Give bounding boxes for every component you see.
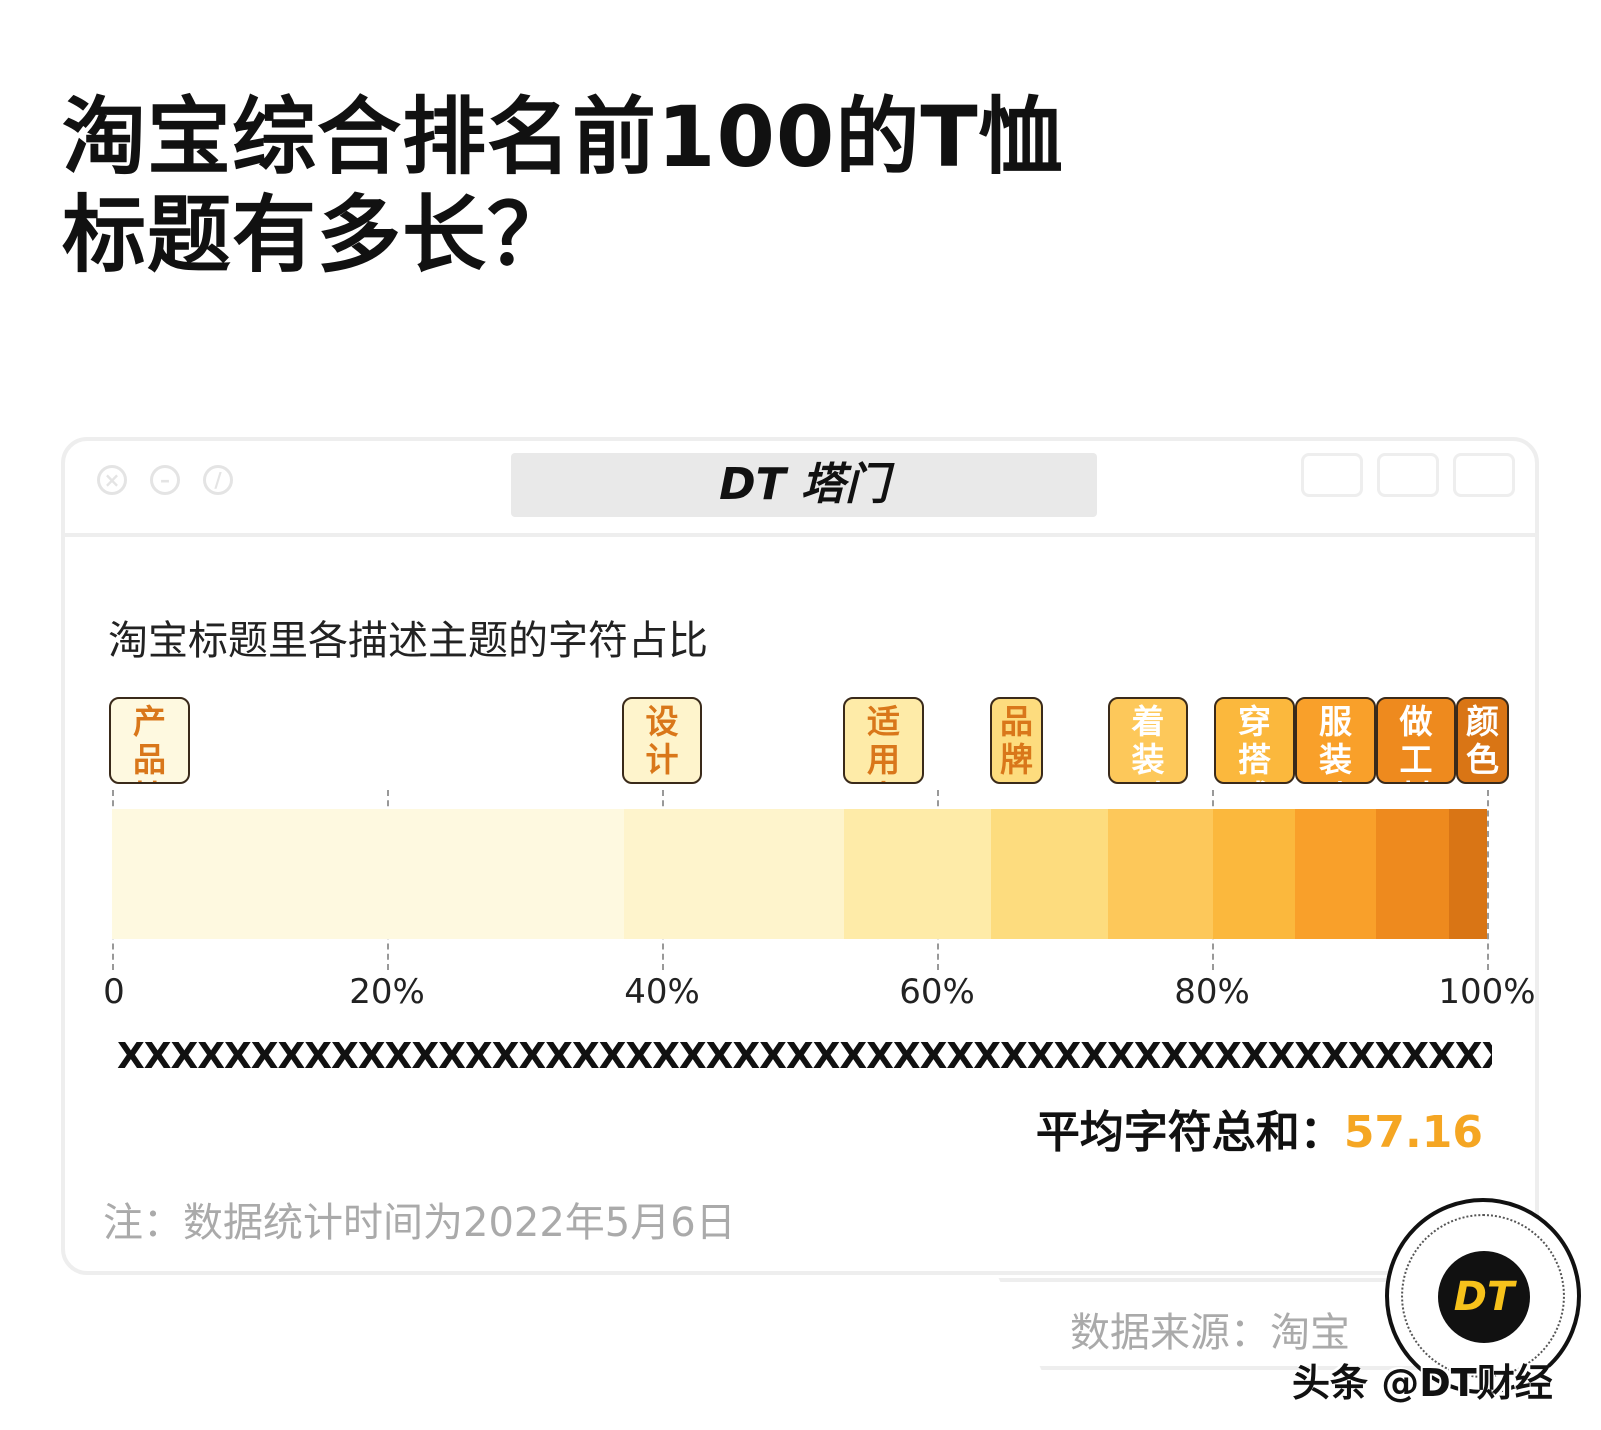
bar-segment-2 bbox=[623, 809, 844, 939]
x-placeholder-row: XXXXXXXXXXXXXXXXXXXXXXXXXXXXXXXXXXXXXXXX… bbox=[117, 1036, 1492, 1077]
average-value: 57.16 bbox=[1343, 1107, 1483, 1158]
chart-title: 淘宝标题里各描述主题的字符占比 bbox=[108, 618, 708, 664]
footnote: 注：数据统计时间为2022年5月6日 bbox=[103, 1200, 736, 1246]
window-title-brand: DT 塔门 bbox=[511, 453, 1097, 517]
watermark: 头条 @DT财经 bbox=[1292, 1361, 1553, 1405]
windows-icon[interactable] bbox=[1453, 453, 1515, 497]
segment-label: 品牌 bbox=[990, 697, 1043, 784]
bar-segment-5 bbox=[1107, 809, 1214, 939]
title-line-1: 淘宝综合排名前100的T恤 bbox=[62, 88, 1064, 186]
x-tick-label: 40% bbox=[624, 972, 700, 1012]
x-tick-label: 0 bbox=[103, 972, 125, 1012]
page-title: 淘宝综合排名前100的T恤 标题有多长？ bbox=[62, 88, 1064, 284]
segment-label: 颜色 bbox=[1456, 697, 1509, 784]
bar-segment-4 bbox=[990, 809, 1108, 939]
minimize-icon[interactable]: – bbox=[150, 465, 180, 495]
gridline bbox=[1487, 790, 1489, 970]
segment-label: 适用人群 bbox=[843, 697, 924, 784]
x-tick-label: 100% bbox=[1438, 972, 1536, 1012]
x-tick-label: 80% bbox=[1174, 972, 1250, 1012]
share-icon[interactable] bbox=[1377, 453, 1439, 497]
close-icon[interactable]: × bbox=[97, 465, 127, 495]
segment-label: 产品性质 bbox=[109, 697, 190, 784]
title-line-2: 标题有多长？ bbox=[62, 186, 573, 284]
segment-label: 服装功能 bbox=[1295, 697, 1376, 784]
bar-segment-6 bbox=[1213, 809, 1295, 939]
window-topbar: × – / DT 塔门 bbox=[65, 441, 1535, 537]
bar-segment-8 bbox=[1375, 809, 1449, 939]
bar-segment-3 bbox=[843, 809, 991, 939]
logo-text: DT bbox=[1438, 1251, 1530, 1343]
segment-label: 穿搭感觉 bbox=[1214, 697, 1295, 784]
bar-segment-1 bbox=[112, 809, 624, 939]
dt-logo: DT bbox=[1385, 1198, 1581, 1394]
average-total: 平均字符总和：57.16 bbox=[1036, 1096, 1483, 1160]
segment-label: 设计风格 bbox=[622, 697, 702, 784]
bar-segment-7 bbox=[1294, 809, 1376, 939]
segment-label: 着装时间 bbox=[1108, 697, 1188, 784]
bar-segment-9 bbox=[1448, 809, 1487, 939]
record-icon[interactable] bbox=[1301, 453, 1363, 497]
x-tick-label: 60% bbox=[899, 972, 975, 1012]
x-tick-label: 20% bbox=[349, 972, 425, 1012]
data-source: 数据来源：淘宝 bbox=[1070, 1310, 1350, 1356]
block-icon[interactable]: / bbox=[203, 465, 233, 495]
stacked-bar bbox=[112, 809, 1487, 939]
segment-label: 做工材质 bbox=[1376, 697, 1456, 784]
average-label: 平均字符总和： bbox=[1035, 1107, 1344, 1158]
